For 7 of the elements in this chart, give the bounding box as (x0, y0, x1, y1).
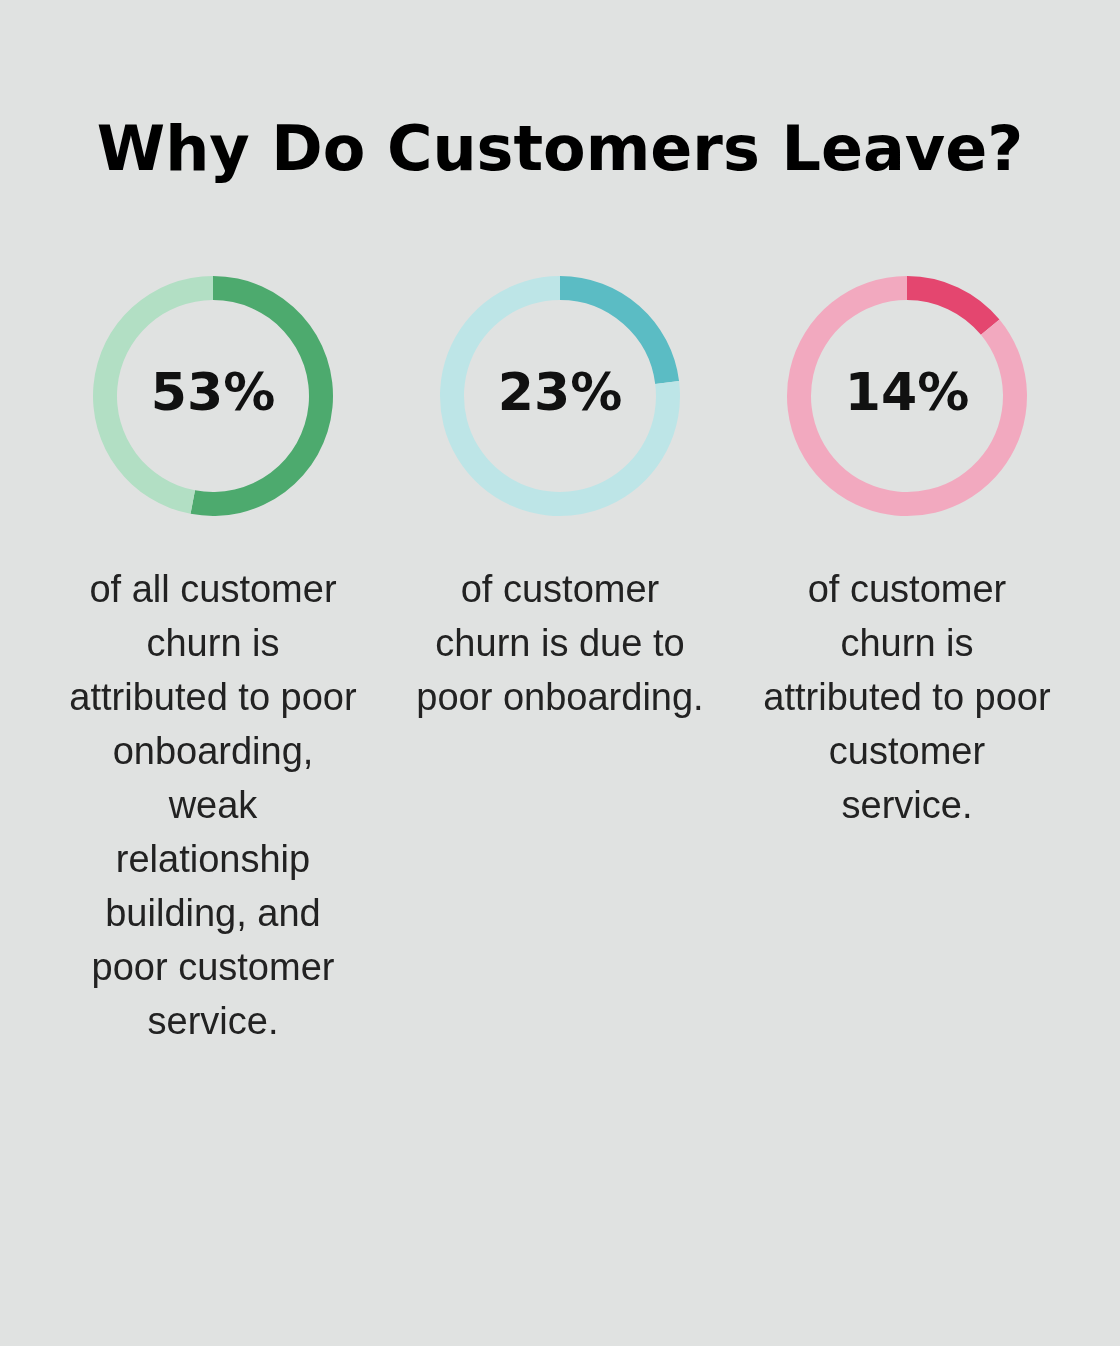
data-label: 53% (150, 361, 276, 422)
data-label: 14% (844, 361, 970, 422)
text: Why Do Customers Leave? (95, 112, 1025, 185)
data-label: 23% (497, 361, 623, 422)
text: of all customer churn is attributed to poor onboarding, weak relationship building, and poor customer service. (69, 568, 357, 1042)
text: of customer churn is attributed to poor customer service. (762, 567, 1052, 828)
text: of customer churn is due to poor onboarding. (415, 567, 705, 720)
